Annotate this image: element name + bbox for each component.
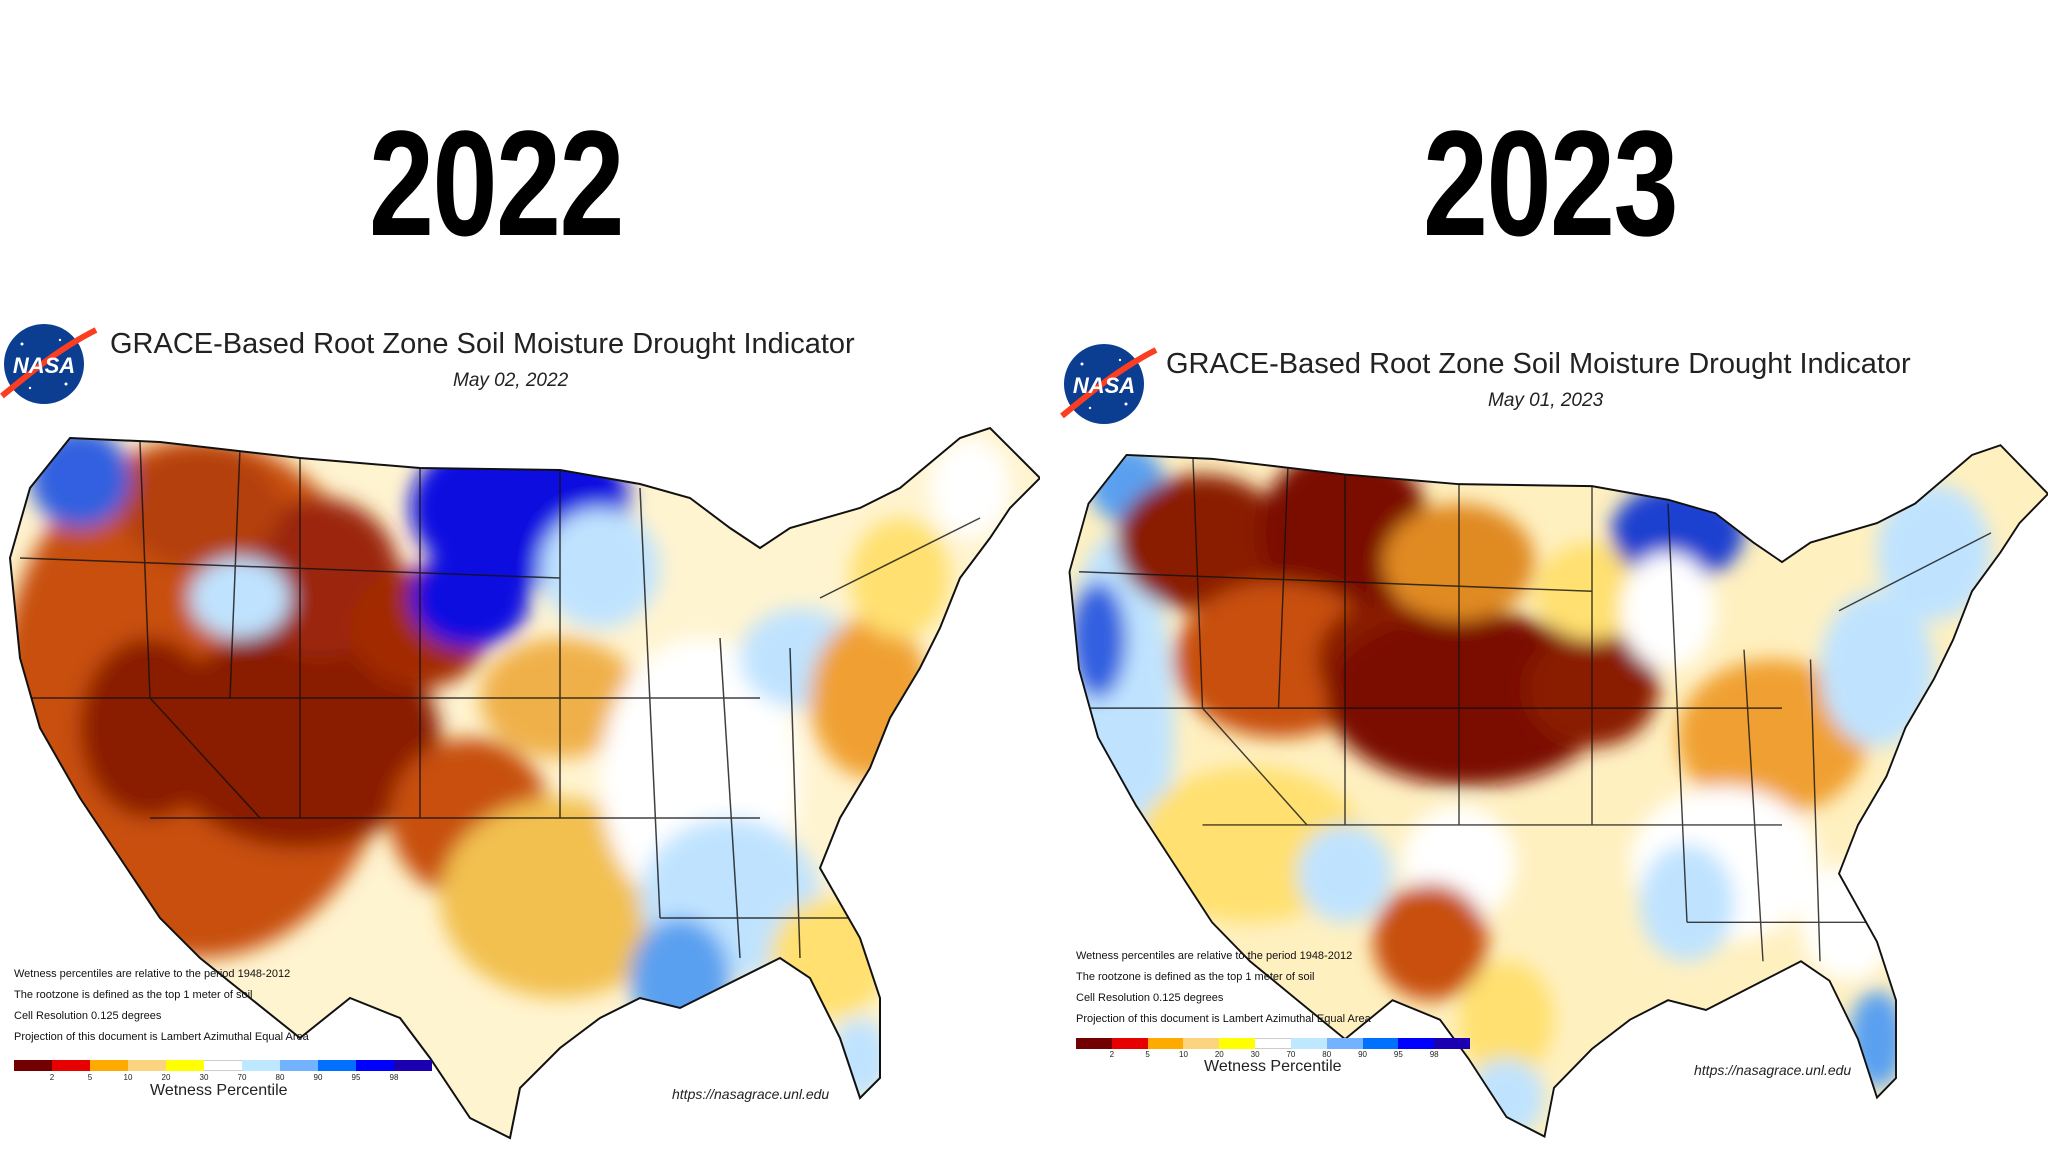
legend-tick-label: 2 [1109, 1050, 1115, 1059]
legend-tick-label: 2 [49, 1073, 55, 1082]
nasa-logo: NASA [1060, 344, 1158, 424]
legend-tick-label: 90 [1358, 1050, 1367, 1059]
source-url[interactable]: https://nasagrace.unl.edu [672, 1086, 830, 1102]
legend-tick-label: 10 [1179, 1050, 1188, 1059]
map-notes: Wetness percentiles are relative to the … [1076, 946, 1371, 1030]
nasa-logo-text: NASA [1073, 373, 1135, 398]
legend-swatch [1147, 1038, 1184, 1049]
legend-title: Wetness Percentile [150, 1082, 288, 1099]
legend-tick-label: 80 [275, 1073, 285, 1082]
year-heading-2022: 2022 [368, 99, 625, 267]
map-notes: Wetness percentiles are relative to the … [14, 964, 309, 1048]
legend-tick-label: 5 [1145, 1050, 1150, 1059]
legend-tick-label: 10 [123, 1073, 133, 1082]
legend-tick-label: 95 [351, 1073, 361, 1082]
year-heading-2023: 2023 [1422, 99, 1679, 267]
legend-swatch [166, 1060, 204, 1071]
legend-tick-label: 20 [1214, 1050, 1224, 1059]
legend-swatch [1111, 1038, 1148, 1049]
us-soil-moisture-map [1068, 444, 2048, 1138]
legend-swatch [242, 1060, 280, 1071]
nasa-logo: NASA [0, 324, 98, 404]
legend-swatch [1290, 1038, 1327, 1049]
note-line: The rootzone is defined as the top 1 met… [1076, 971, 1315, 983]
legend-tick-label: 70 [1286, 1050, 1296, 1059]
map-panel-2022: NASA GRACE-Based Root Zone Soil Moisture… [0, 318, 1040, 1140]
legend-color-bar [1076, 1038, 1470, 1049]
legend-swatch [128, 1060, 166, 1071]
legend-tick-label: 70 [237, 1073, 247, 1082]
legend-tick-label: 80 [1322, 1050, 1332, 1059]
legend-tick-label: 30 [1250, 1050, 1260, 1059]
note-line: Projection of this document is Lambert A… [1076, 1013, 1371, 1025]
legend-swatch [356, 1060, 394, 1071]
legend-swatch [394, 1060, 432, 1071]
note-line: The rootzone is defined as the top 1 met… [14, 989, 253, 1001]
legend-swatch [52, 1060, 90, 1071]
legend-title: Wetness Percentile [1204, 1058, 1342, 1075]
legend-swatch [1362, 1038, 1399, 1049]
legend-swatch [1219, 1038, 1256, 1049]
us-soil-moisture-map [8, 426, 1040, 1140]
legend-swatch [280, 1060, 318, 1071]
note-line: Projection of this document is Lambert A… [14, 1031, 309, 1043]
nasa-logo-text: NASA [13, 353, 75, 378]
legend-tick-label: 98 [1429, 1050, 1439, 1059]
legend-tick-label: 90 [313, 1073, 323, 1082]
legend-swatch [1398, 1038, 1435, 1049]
legend-tick-label: 20 [161, 1073, 171, 1082]
legend-tick-label: 98 [389, 1073, 399, 1082]
note-line: Cell Resolution 0.125 degrees [1076, 992, 1224, 1004]
legend-swatch [1326, 1038, 1363, 1049]
legend-swatch [1076, 1038, 1112, 1049]
note-line: Cell Resolution 0.125 degrees [14, 1010, 162, 1022]
legend-swatch [14, 1060, 52, 1071]
legend-swatch [1255, 1038, 1291, 1049]
source-url[interactable]: https://nasagrace.unl.edu [1694, 1062, 1852, 1078]
map-title: GRACE-Based Root Zone Soil Moisture Drou… [110, 328, 855, 360]
map-title: GRACE-Based Root Zone Soil Moisture Drou… [1166, 348, 1911, 380]
legend-swatch [318, 1060, 356, 1071]
map-date: May 01, 2023 [1488, 390, 1604, 411]
legend-swatch [204, 1060, 242, 1071]
map-date: May 02, 2022 [453, 370, 569, 391]
legend-color-bar [14, 1060, 432, 1071]
note-line: Wetness percentiles are relative to the … [14, 968, 291, 980]
legend-swatch [1434, 1038, 1470, 1049]
legend-swatch [90, 1060, 128, 1071]
note-line: Wetness percentiles are relative to the … [1076, 950, 1353, 962]
legend-swatch [1183, 1038, 1220, 1049]
map-panel-2023: NASA GRACE-Based Root Zone Soil Moisture… [1060, 338, 2048, 1138]
legend-tick-label: 5 [87, 1073, 93, 1082]
legend-tick-label: 95 [1393, 1050, 1403, 1059]
legend-tick-label: 30 [199, 1073, 209, 1082]
